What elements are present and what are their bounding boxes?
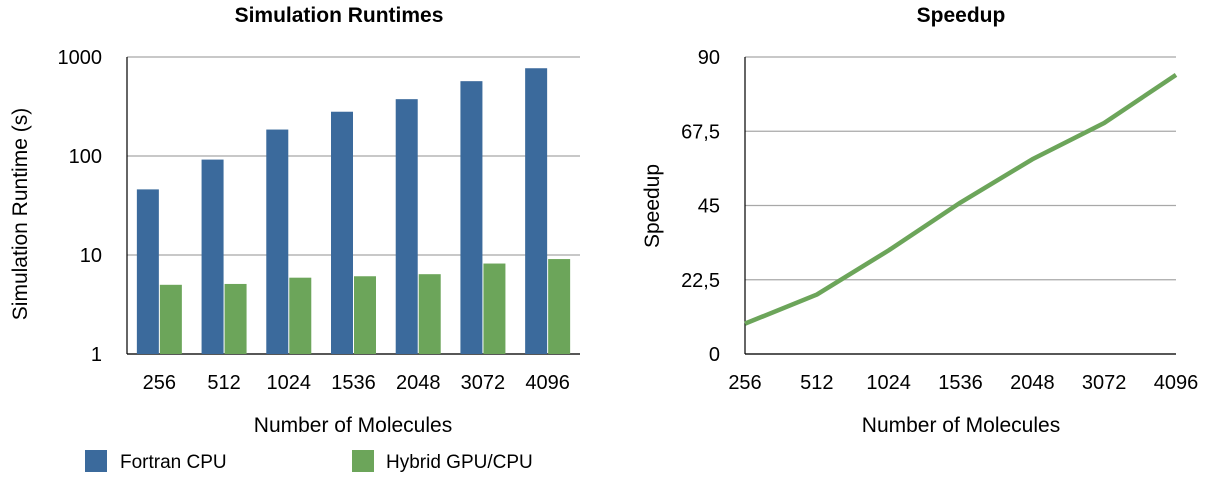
runtimes-x-tick-label: 256 [143,372,176,394]
speedup-chart: Speedup 0 22,5 45 67,5 90 256 512 1024 1536 2048… [641,4,1198,437]
speedup-y-tick-label: 22,5 [681,270,720,292]
bar-fortran-cpu-3072 [460,81,483,354]
runtimes-y-tick-label: 1000 [58,47,103,69]
runtimes-x-tick-label: 2048 [396,372,441,394]
speedup-y-tick-label: 67,5 [681,121,720,143]
runtimes-chart: Simulation Runtimes 1 10 100 1000 256 512 102… [9,4,580,473]
runtimes-x-tick-label: 1536 [331,372,376,394]
legend-label-fortran-cpu: Fortran CPU [120,452,227,473]
speedup-x-tick-label: 512 [800,372,833,394]
speedup-x-tick-label: 1536 [938,372,983,394]
runtimes-x-tick-label: 4096 [525,372,570,394]
bar-fortran-cpu-2048 [395,99,418,355]
legend-swatch-hybrid-gpu-cpu [352,450,374,472]
runtimes-x-tick-label: 512 [207,372,240,394]
bar-hybrid-gpu-cpu-512 [224,283,247,354]
speedup-y-tick-label: 90 [698,47,720,69]
bar-hybrid-gpu-cpu-3072 [483,263,506,354]
runtimes-y-tick-label: 1 [91,344,102,366]
runtimes-y-tick-label: 100 [69,146,102,168]
speedup-series-line [744,72,1178,326]
runtimes-x-tick-label: 1024 [267,372,312,394]
speedup-x-tick-label: 3072 [1082,372,1127,394]
speedup-y-axis-label: Speedup [641,164,664,248]
runtimes-x-axis-label: Number of Molecules [254,414,452,437]
speedup-x-tick-label: 1024 [866,372,911,394]
runtimes-y-axis-label: Simulation Runtime (s) [9,108,32,320]
speedup-x-axis-label: Number of Molecules [862,414,1060,437]
speedup-x-tick-label: 256 [728,372,761,394]
speedup-x-tick-label: 2048 [1010,372,1055,394]
bar-fortran-cpu-256 [136,189,159,354]
runtimes-title: Simulation Runtimes [235,4,444,27]
bar-hybrid-gpu-cpu-2048 [418,274,441,354]
bar-hybrid-gpu-cpu-1024 [289,277,312,354]
bar-fortran-cpu-512 [201,159,224,354]
runtimes-y-tick-label: 10 [80,245,102,267]
speedup-y-tick-label: 0 [709,344,720,366]
speedup-title: Speedup [917,4,1006,27]
bar-fortran-cpu-4096 [525,68,548,354]
speedup-y-tick-label: 45 [698,196,720,218]
bar-hybrid-gpu-cpu-256 [159,284,182,354]
speedup-x-tick-label: 4096 [1154,372,1199,394]
bar-hybrid-gpu-cpu-1536 [354,276,376,354]
bar-hybrid-gpu-cpu-4096 [548,259,571,354]
runtimes-x-tick-label: 3072 [461,372,506,394]
runtimes-legend: Fortran CPU Hybrid GPU/CPU [85,450,533,473]
legend-label-hybrid-gpu-cpu: Hybrid GPU/CPU [386,452,533,473]
legend-swatch-fortran-cpu [85,450,107,472]
bar-fortran-cpu-1024 [266,129,289,354]
bar-fortran-cpu-1536 [331,111,353,354]
